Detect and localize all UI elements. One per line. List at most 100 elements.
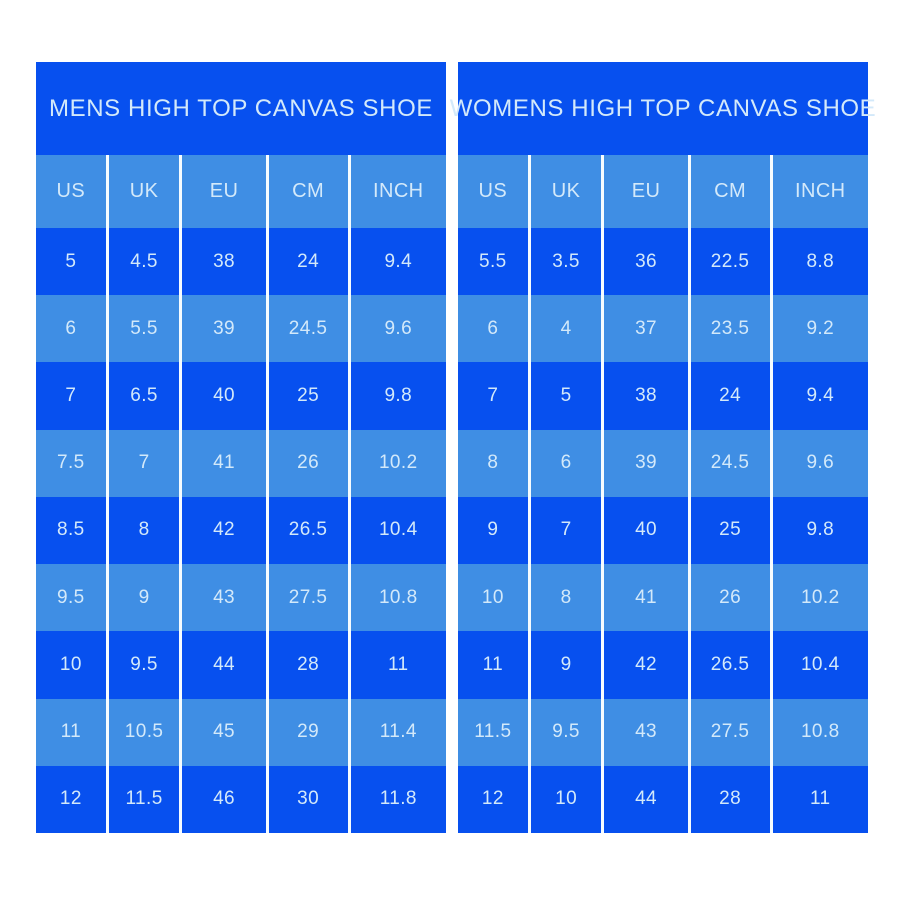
table-cell: 7 xyxy=(65,385,77,407)
table-row: 8.5 8 42 26.5 10.4 xyxy=(36,496,446,565)
table-cell: 5.5 xyxy=(105,295,180,363)
table-cell: 9.4 xyxy=(769,362,868,430)
table-row: 11 10.5 45 29 11.4 xyxy=(36,698,446,766)
header-cell: CM xyxy=(687,155,770,228)
table-cell: 11.4 xyxy=(347,698,446,766)
table-cell: 41 xyxy=(601,564,687,632)
table-cell: 10.8 xyxy=(347,564,446,632)
table-cell: 10.8 xyxy=(769,698,868,766)
header-row: US UK EU CM INCH xyxy=(458,155,868,228)
table-row: 5.5 3.5 36 22.5 8.8 xyxy=(458,228,868,296)
table-cell: 7.5 xyxy=(57,452,85,474)
table-cell: 11 xyxy=(60,721,82,743)
table-cell: 30 xyxy=(265,765,348,833)
table-row: 6 4 37 23.5 9.2 xyxy=(458,295,868,363)
table-cell: 10.5 xyxy=(105,698,180,766)
table-cell: 25 xyxy=(265,362,348,430)
table-cell: 42 xyxy=(601,631,687,699)
table-cell: 6 xyxy=(527,429,602,497)
table-cell: 9.6 xyxy=(769,429,868,497)
table-cell: 24 xyxy=(687,362,770,430)
table-cell: 45 xyxy=(179,698,265,766)
table-row: 11 9 42 26.5 10.4 xyxy=(458,631,868,699)
table-cell: 43 xyxy=(601,698,687,766)
womens-size-table: WOMENS HIGH TOP CANVAS SHOE US UK EU CM INCH… xyxy=(450,62,876,833)
table-cell: 39 xyxy=(601,429,687,497)
table-row: 6 5.5 39 24.5 9.6 xyxy=(36,295,446,363)
table-cell: 5 xyxy=(65,250,77,272)
mens-size-table: MENS HIGH TOP CANVAS SHOE US UK EU CM INCH 5 4… xyxy=(36,62,446,833)
table-cell: 11 xyxy=(482,653,504,675)
table-cell: 10.2 xyxy=(347,429,446,497)
table-cell: 9 xyxy=(527,631,602,699)
table-cell: 26 xyxy=(687,564,770,632)
table-cell: 27.5 xyxy=(687,698,770,766)
table-row: 5 4.5 38 24 9.4 xyxy=(36,228,446,296)
table-cell: 9.2 xyxy=(769,295,868,363)
table-cell: 38 xyxy=(179,228,265,296)
table-cell: 25 xyxy=(687,496,770,565)
table-cell: 9.5 xyxy=(527,698,602,766)
mens-table-grid: US UK EU CM INCH 5 4.5 38 24 9.4 6 5.5 39 24.5 9.6 7 6.5… xyxy=(36,155,446,833)
table-cell: 10.2 xyxy=(769,564,868,632)
table-cell: 4 xyxy=(527,295,602,363)
table-cell: 22.5 xyxy=(687,228,770,296)
table-cell: 11 xyxy=(769,765,868,833)
table-cell: 7 xyxy=(527,496,602,565)
header-cell: UK xyxy=(527,155,602,228)
header-cell: US xyxy=(56,180,86,202)
table-cell: 27.5 xyxy=(265,564,348,632)
table-cell: 42 xyxy=(179,496,265,565)
table-cell: 11.5 xyxy=(105,765,180,833)
table-row: 8 6 39 24.5 9.6 xyxy=(458,429,868,497)
table-cell: 5.5 xyxy=(479,250,507,272)
table-row: 11.5 9.5 43 27.5 10.8 xyxy=(458,698,868,766)
table-row: 9.5 9 43 27.5 10.8 xyxy=(36,564,446,632)
table-cell: 36 xyxy=(601,228,687,296)
table-cell: 7 xyxy=(105,429,180,497)
header-cell: EU xyxy=(179,155,265,228)
table-cell: 28 xyxy=(265,631,348,699)
table-cell: 44 xyxy=(179,631,265,699)
table-cell: 11 xyxy=(347,631,446,699)
table-cell: 41 xyxy=(179,429,265,497)
table-cell: 24.5 xyxy=(687,429,770,497)
table-row: 7 5 38 24 9.4 xyxy=(458,362,868,430)
table-cell: 6 xyxy=(65,317,77,339)
table-cell: 10.4 xyxy=(347,496,446,565)
table-row: 12 11.5 46 30 11.8 xyxy=(36,765,446,833)
table-cell: 11.5 xyxy=(474,721,512,743)
table-cell: 3.5 xyxy=(527,228,602,296)
table-cell: 44 xyxy=(601,765,687,833)
table-cell: 11.8 xyxy=(347,765,446,833)
table-cell: 8.8 xyxy=(769,228,868,296)
table-row: 9 7 40 25 9.8 xyxy=(458,496,868,565)
table-cell: 24.5 xyxy=(265,295,348,363)
womens-table-grid: US UK EU CM INCH 5.5 3.5 36 22.5 8.8 6 4 3 7 23.5 9.2 7 5… xyxy=(458,155,868,833)
table-cell: 8 xyxy=(527,564,602,632)
header-cell: INCH xyxy=(347,155,446,228)
header-cell: EU xyxy=(601,155,687,228)
table-row: 10 9.5 44 28 11 xyxy=(36,631,446,699)
table-cell: 26.5 xyxy=(687,631,770,699)
table-cell: 9 xyxy=(487,519,499,541)
table-row: 12 10 44 28 11 xyxy=(458,765,868,833)
table-cell: 23.5 xyxy=(687,295,770,363)
table-cell: 8 xyxy=(487,452,499,474)
table-cell: 8 xyxy=(105,496,180,565)
header-cell: INCH xyxy=(769,155,868,228)
table-cell: 24 xyxy=(265,228,348,296)
table-cell: 9 xyxy=(105,564,180,632)
table-row: 10 8 41 26 10.2 xyxy=(458,564,868,632)
table-cell: 9.5 xyxy=(105,631,180,699)
header-cell: CM xyxy=(265,155,348,228)
table-row: 7.5 7 41 26 10.2 xyxy=(36,429,446,497)
table-cell: 12 xyxy=(481,788,504,810)
table-cell: 39 xyxy=(179,295,265,363)
table-cell: 10 xyxy=(527,765,602,833)
table-cell: 6.5 xyxy=(105,362,180,430)
table-cell: 28 xyxy=(687,765,770,833)
table-cell: 40 xyxy=(601,496,687,565)
table-cell: 6 xyxy=(487,317,499,339)
